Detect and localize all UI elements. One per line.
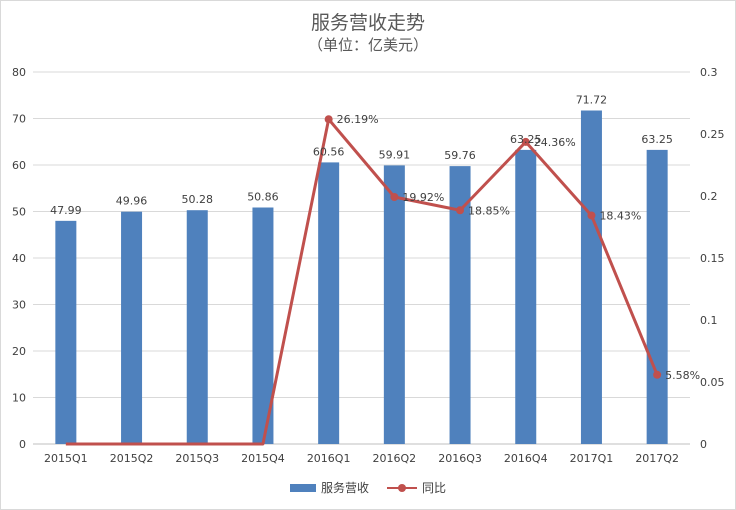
bar-data-label: 63.25	[510, 133, 542, 146]
bar-data-label: 71.72	[576, 94, 608, 107]
x-tick-label: 2015Q2	[110, 452, 154, 465]
x-tick-label: 2015Q1	[44, 452, 88, 465]
y-left-tick-label: 80	[12, 66, 26, 79]
x-tick-label: 2016Q2	[373, 452, 417, 465]
bar-data-label: 59.76	[444, 149, 476, 162]
y-right-tick-label: 0	[700, 438, 707, 451]
x-tick-label: 2015Q4	[241, 452, 285, 465]
bar-data-label: 63.25	[641, 133, 673, 146]
y-right-tick-label: 0.15	[700, 252, 725, 265]
legend-item-yoy: 同比	[387, 479, 446, 496]
legend-label-yoy: 同比	[422, 481, 447, 495]
yoy-point	[456, 206, 465, 215]
bar	[646, 149, 668, 444]
bar	[580, 110, 602, 444]
data-labels: 47.99 49.96 50.28 50.86 60.56 59.91 59.76 63.25…	[50, 94, 700, 382]
y-right-tick-label: 0.3	[700, 66, 718, 79]
yoy-point	[653, 370, 662, 379]
yoy-point	[324, 115, 333, 124]
legend: 服务营收 同比	[0, 479, 736, 496]
line-data-label: 5.58%	[665, 369, 700, 382]
bar-data-label: 59.91	[379, 148, 411, 161]
y-left-tick-label: 70	[12, 113, 26, 126]
y-right-tick-label: 0.25	[700, 128, 725, 141]
chart-subtitle: （单位：亿美元）	[307, 36, 428, 54]
bar-data-label: 49.96	[116, 195, 148, 208]
bar	[318, 162, 340, 444]
y-left-tick-label: 60	[12, 159, 26, 172]
chart-title: 服务营收走势	[310, 12, 425, 34]
y-right-tick-label: 0.1	[700, 314, 718, 327]
y-left-tick-label: 50	[12, 206, 26, 219]
x-tick-label: 2016Q3	[438, 452, 482, 465]
line-series	[65, 115, 662, 446]
bar	[121, 211, 143, 444]
line-data-label: 18.85%	[468, 204, 510, 217]
y-left-tick-label: 40	[12, 252, 26, 265]
legend-label-revenue: 服务营收	[320, 481, 369, 495]
x-tick-label: 2016Q4	[504, 452, 548, 465]
yoy-point	[521, 137, 530, 146]
y-left-tick-label: 30	[12, 299, 26, 312]
legend-swatch-bar	[289, 483, 316, 492]
yoy-line	[65, 117, 659, 446]
bar-data-label: 50.28	[182, 193, 214, 206]
x-tick-label: 2017Q1	[570, 452, 614, 465]
axis-labels: 0 10 20 30 40 50 60 70 80 0 0.05 0.1 0.15 0.2 0.25 0.3 2…	[12, 66, 725, 465]
gridlines	[33, 71, 690, 445]
yoy-point	[390, 192, 399, 201]
bar	[383, 165, 405, 444]
bar	[55, 220, 77, 444]
x-tick-label: 2015Q3	[175, 452, 219, 465]
legend-swatch-line	[387, 483, 417, 493]
y-right-tick-label: 0.2	[700, 190, 718, 203]
x-tick-label: 2017Q2	[635, 452, 679, 465]
bar	[515, 149, 537, 444]
legend-item-revenue: 服务营收	[289, 479, 369, 496]
bar-data-label: 47.99	[50, 204, 82, 217]
y-right-tick-label: 0.05	[700, 376, 725, 389]
bar-data-label: 60.56	[313, 145, 345, 158]
yoy-point	[587, 211, 596, 220]
y-left-tick-label: 10	[12, 392, 26, 405]
bar-series	[55, 110, 668, 444]
bar	[186, 210, 208, 444]
bar	[449, 166, 471, 444]
line-data-label: 26.19%	[337, 113, 379, 126]
y-left-tick-label: 0	[19, 438, 26, 451]
line-data-label: 24.36%	[534, 136, 576, 149]
line-data-label: 18.43%	[599, 209, 641, 222]
y-left-tick-label: 20	[12, 345, 26, 358]
bar	[252, 207, 274, 444]
bar-data-label: 50.86	[247, 191, 279, 204]
line-data-label: 19.92%	[402, 191, 444, 204]
x-tick-label: 2016Q1	[307, 452, 351, 465]
